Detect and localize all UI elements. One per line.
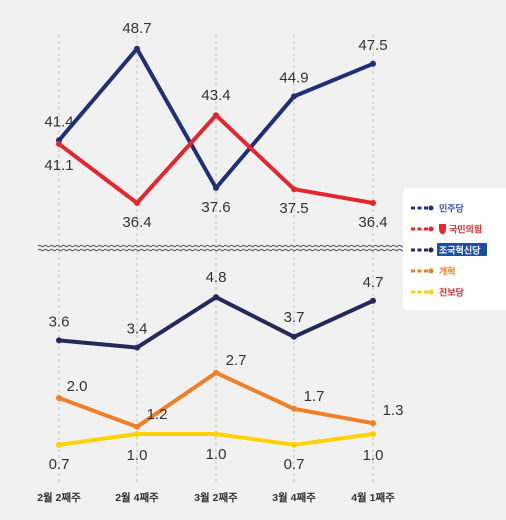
value-label: 1.0 <box>127 447 148 464</box>
legend-label: 진보당 <box>439 287 465 298</box>
series-2: 41.1 36.4 43.4 37.5 36.4 <box>44 87 387 231</box>
legend-label: 국민의힘 <box>449 224 482 235</box>
value-label: 37.5 <box>279 200 308 217</box>
data-point <box>213 369 219 376</box>
tick-label: 3월 2째주 <box>194 491 238 504</box>
value-label: 3.7 <box>284 309 305 326</box>
series-5: 0.7 1.0 1.0 0.7 1.0 <box>49 431 384 473</box>
data-point <box>291 441 297 448</box>
value-label: 1.3 <box>383 402 404 419</box>
value-label: 37.6 <box>201 199 230 216</box>
data-point <box>56 141 62 148</box>
value-label: 47.5 <box>358 37 387 54</box>
tick-label: 4월 1째주 <box>351 491 395 504</box>
value-label: 36.4 <box>358 214 387 231</box>
data-point <box>370 431 376 437</box>
data-point <box>370 297 376 304</box>
data-point <box>291 93 297 100</box>
data-point <box>213 184 219 191</box>
data-point <box>291 405 297 412</box>
data-point <box>370 199 376 206</box>
legend-item-4: 개혁 <box>411 266 456 277</box>
legend-item-1: 민주당 <box>411 203 465 214</box>
data-point <box>213 112 219 119</box>
value-label: 43.4 <box>201 87 230 104</box>
value-label: 48.7 <box>122 20 151 37</box>
data-point <box>370 420 376 427</box>
data-point <box>134 431 140 437</box>
data-point <box>134 344 140 351</box>
red-shield-icon <box>439 224 446 235</box>
data-point <box>134 45 140 52</box>
tick-label: 2월 2째주 <box>37 491 81 504</box>
value-label: 41.1 <box>44 157 73 174</box>
legend-item-3: 조국혁신당 <box>411 243 487 256</box>
data-point <box>213 431 219 437</box>
data-point <box>56 337 62 344</box>
legend-item-5: 진보당 <box>411 287 465 298</box>
legend-label-bg <box>437 243 487 256</box>
data-point <box>134 199 140 206</box>
value-label: 44.9 <box>279 69 308 86</box>
legend-label: 개혁 <box>439 266 456 277</box>
data-point <box>56 395 62 401</box>
series-line <box>57 370 375 429</box>
value-label: 1.7 <box>304 388 325 405</box>
data-point <box>291 186 297 193</box>
legend-dot <box>428 289 434 295</box>
tick-label: 3월 4째주 <box>272 491 316 504</box>
axis-break <box>37 244 405 252</box>
value-label: 0.7 <box>49 456 70 473</box>
axis-break-line-2 <box>37 248 405 252</box>
legend-label: 민주당 <box>439 203 465 214</box>
legend-dot <box>428 226 434 232</box>
series-3: 3.6 3.4 4.8 3.7 4.7 <box>49 269 384 351</box>
value-label: 36.4 <box>122 214 151 231</box>
data-point <box>370 60 376 67</box>
value-label: 3.4 <box>127 321 148 338</box>
value-label: 41.4 <box>44 113 73 130</box>
value-label: 4.8 <box>206 269 227 286</box>
value-label: 2.7 <box>226 352 247 369</box>
series-1: 41.4 48.7 37.6 44.9 47.5 <box>44 20 387 216</box>
x-axis-ticks: 2월 2째주 2월 4째주 3월 2째주 3월 4째주 4월 1째주 <box>37 491 395 504</box>
axis-break-line-1 <box>37 244 405 248</box>
value-label: 3.6 <box>49 313 70 330</box>
legend-label: 조국혁신당 <box>439 245 481 256</box>
value-label: 2.0 <box>67 378 88 395</box>
value-label: 1.2 <box>147 406 168 423</box>
legend-dot <box>428 268 434 274</box>
data-point <box>134 423 140 430</box>
legend-dot <box>428 247 434 253</box>
value-label: 0.7 <box>284 456 305 473</box>
legend-dot <box>428 205 434 211</box>
data-point <box>56 441 62 448</box>
data-point <box>213 294 219 301</box>
value-label: 4.7 <box>363 274 384 291</box>
value-label: 1.0 <box>363 447 384 464</box>
data-point <box>291 333 297 340</box>
series-line <box>57 295 375 350</box>
legend-item-2: 국민의힘 <box>411 224 482 235</box>
value-label: 1.0 <box>206 446 227 463</box>
tick-label: 2월 4째주 <box>115 491 159 504</box>
series-4: 2.0 1.2 2.7 1.7 1.3 <box>56 352 403 430</box>
